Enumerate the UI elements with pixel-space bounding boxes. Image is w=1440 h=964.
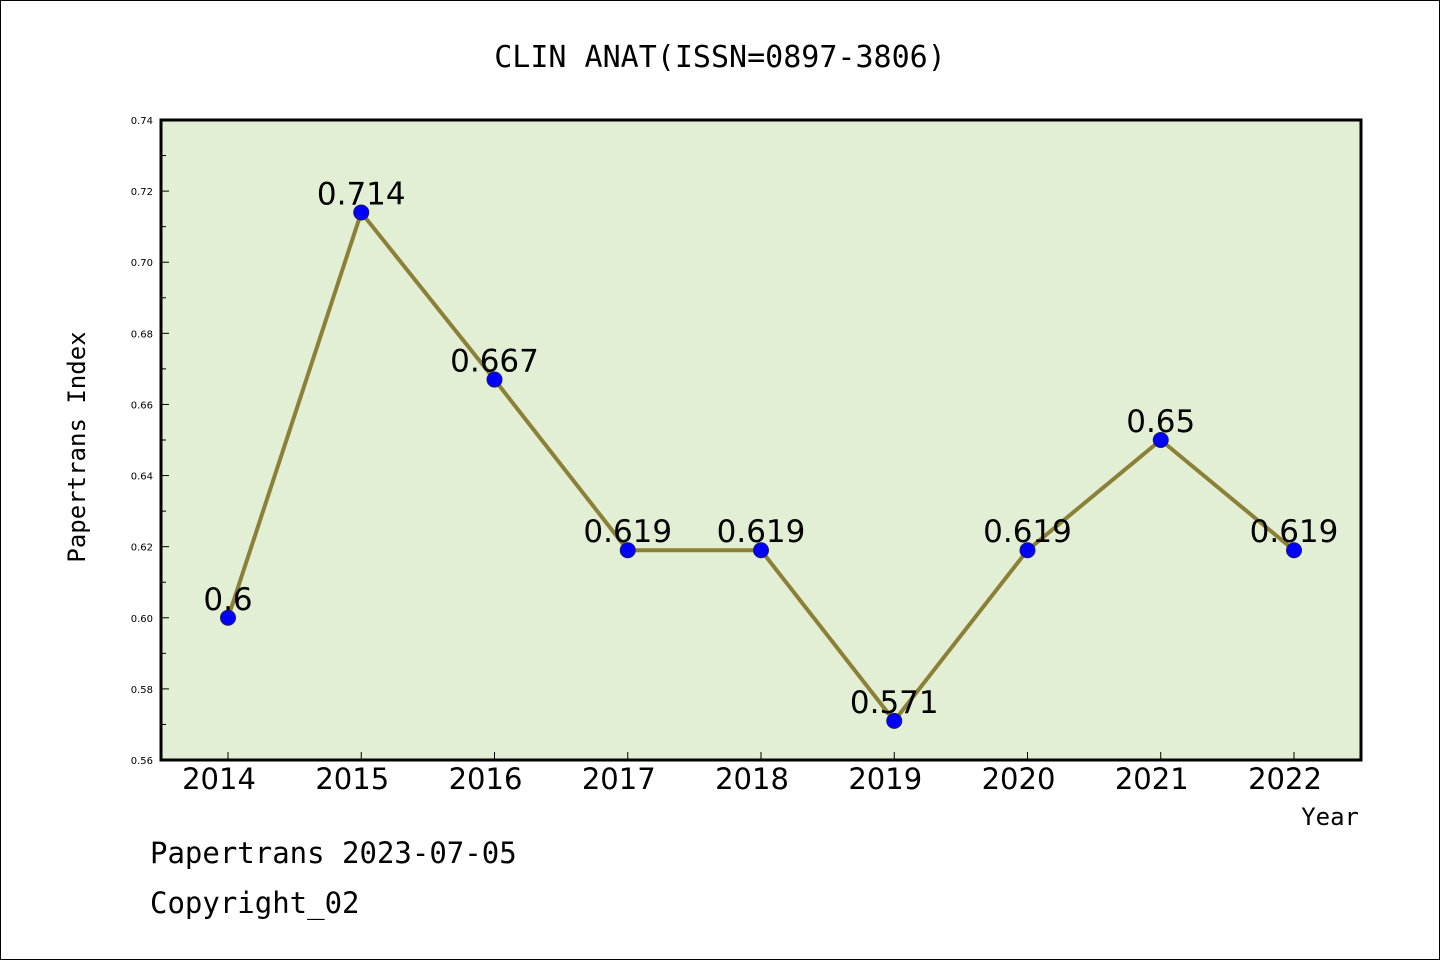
data-label: 0.714: [317, 176, 406, 212]
x-tick-label: 2019: [848, 762, 922, 796]
y-tick-label: 0.64: [131, 472, 153, 483]
y-tick-label: 0.70: [131, 258, 153, 269]
y-tick-label: 0.62: [131, 543, 153, 554]
data-point: [220, 609, 236, 626]
data-label: 0.6: [203, 582, 252, 618]
y-tick-label: 0.72: [131, 187, 153, 198]
x-tick-label: 2017: [582, 762, 656, 796]
y-axis-label: Papertrans Index: [63, 331, 91, 562]
data-labels: 0.6 0.714 0.667 0.619 0.619 0.571 0.619 0.65 0.6…: [203, 176, 1338, 720]
data-point: [1019, 542, 1036, 559]
data-point: [619, 542, 636, 559]
x-tick-label: 2014: [182, 762, 256, 796]
y-tick-label: 0.56: [131, 756, 153, 767]
y-tick-label: 0.60: [131, 614, 153, 625]
x-axis-ticks: 2014 2015 2016 2017 2018 2019 2020 2021 2022: [182, 752, 1322, 796]
data-label: 0.619: [717, 514, 806, 550]
y-tick-label: 0.66: [131, 400, 153, 411]
x-tick-label: 2018: [715, 762, 789, 796]
data-label: 0.619: [983, 514, 1072, 550]
data-point: [486, 371, 503, 388]
data-point: [753, 542, 769, 559]
x-axis-label: Year: [1301, 803, 1359, 831]
x-tick-label: 2015: [315, 762, 389, 796]
y-tick-label: 0.68: [131, 329, 153, 340]
footer-date: Papertrans 2023-07-05: [150, 836, 517, 870]
x-tick-label: 2016: [449, 762, 523, 796]
x-tick-label: 2022: [1248, 762, 1322, 796]
data-point: [886, 712, 903, 729]
x-tick-label: 2021: [1115, 762, 1189, 796]
data-label: 0.667: [450, 344, 539, 380]
data-label: 0.619: [1250, 514, 1339, 550]
x-tick-label: 2020: [982, 762, 1056, 796]
plot-area: [159, 118, 1363, 762]
footer-copyright: Copyright_02: [150, 886, 360, 921]
series-group: [220, 204, 1302, 729]
y-tick-label: 0.58: [131, 685, 153, 696]
data-label: 0.619: [583, 514, 672, 550]
data-label: 0.65: [1126, 404, 1195, 440]
chart-title: CLIN ANAT(ISSN=0897-3806): [494, 40, 946, 75]
y-axis-ticks: 0.56 0.58 0.60 0.62 0.64 0.66 0.68 0.70 0.72 0.74: [131, 116, 169, 767]
y-tick-label: 0.74: [131, 116, 153, 127]
data-point: [353, 204, 370, 221]
data-point: [1152, 432, 1169, 448]
data-label: 0.571: [850, 685, 939, 721]
data-point: [1286, 542, 1302, 559]
